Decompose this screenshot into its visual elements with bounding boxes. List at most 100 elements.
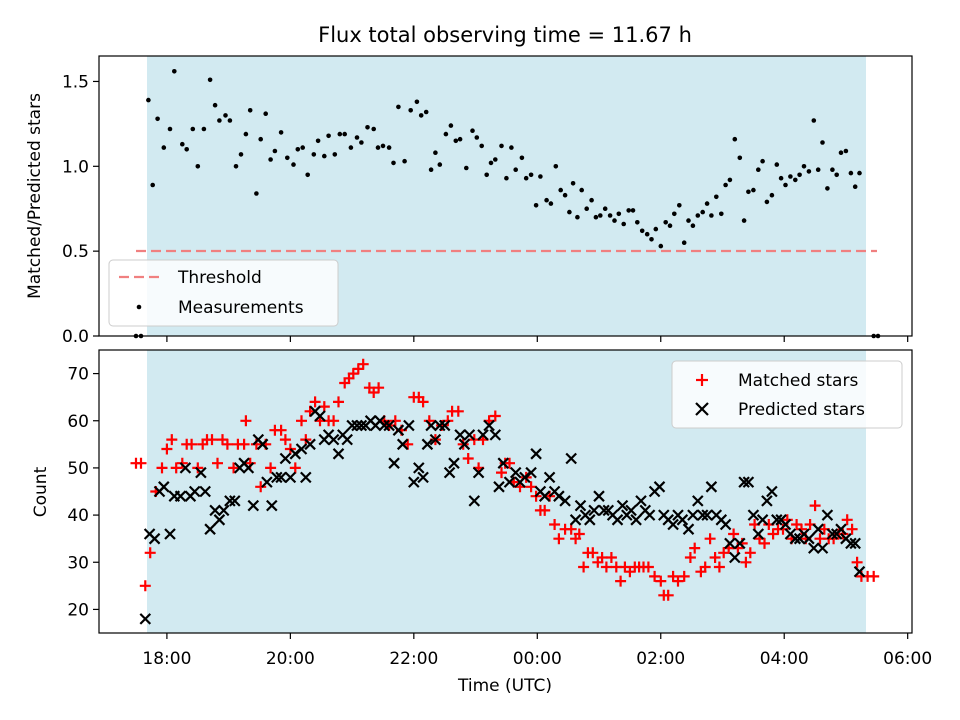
measurement-point-86 xyxy=(579,187,584,193)
measurement-point-90 xyxy=(598,213,603,218)
matched-star-point-22 xyxy=(240,415,252,427)
measurement-point-48 xyxy=(391,160,396,166)
measurement-point-9 xyxy=(184,147,189,152)
matched-star-point-57 xyxy=(417,396,429,408)
measurement-point-72 xyxy=(513,167,518,172)
predicted-star-point-73 xyxy=(489,429,502,441)
predicted-star-point-139 xyxy=(803,532,815,545)
predicted-star-point-101 xyxy=(625,504,637,517)
measurement-point-68 xyxy=(493,157,498,162)
measurement-point-142 xyxy=(838,150,844,155)
measurement-point-98 xyxy=(635,220,640,225)
measurement-point-19 xyxy=(238,152,244,157)
measurement-point-96 xyxy=(626,208,631,213)
measurement-point-91 xyxy=(602,206,608,211)
measurement-point-25 xyxy=(268,157,273,162)
predicted-star-point-144 xyxy=(826,528,839,540)
measurement-point-79 xyxy=(548,201,554,206)
measurement-point-31 xyxy=(300,145,306,150)
matched-star-point-12 xyxy=(192,462,204,474)
measurement-point-131 xyxy=(788,174,793,179)
predicted-star-point-36 xyxy=(314,410,326,422)
predicted-star-point-80 xyxy=(525,466,537,479)
predicted-star-point-10 xyxy=(188,485,201,498)
predicted-star-point-142 xyxy=(816,542,829,554)
measurement-point-59 xyxy=(448,123,454,128)
predicted-star-point-67 xyxy=(458,438,471,451)
measurement-point-36 xyxy=(326,133,331,139)
measurement-point-107 xyxy=(677,203,682,208)
matched-star-point-104 xyxy=(655,575,667,587)
predicted-star-point-126 xyxy=(742,476,755,488)
measurement-point-108 xyxy=(681,240,687,245)
matched-star-point-27 xyxy=(265,462,277,474)
predicted-star-point-26 xyxy=(266,499,278,512)
predicted-star-point-150 xyxy=(853,565,866,578)
predicted-star-point-116 xyxy=(696,509,709,521)
measurement-point-119 xyxy=(732,136,738,142)
predicted-star-point-132 xyxy=(771,514,783,526)
measurement-point-143 xyxy=(843,148,849,154)
predicted-star-point-121 xyxy=(719,518,732,531)
measurement-point-117 xyxy=(723,182,728,188)
bottom-legend: Matched stars Predicted stars xyxy=(671,360,903,429)
matched-star-point-1 xyxy=(135,457,147,469)
predicted-star-point-43 xyxy=(346,419,358,432)
predicted-star-point-4 xyxy=(158,481,170,493)
legend-matched-label: Matched stars xyxy=(738,371,858,391)
matched-star-point-29 xyxy=(275,424,287,436)
predicted-star-point-39 xyxy=(327,433,340,446)
measurement-point-33 xyxy=(311,152,317,157)
matched-star-point-109 xyxy=(678,570,690,582)
x-tick-label-3: 00:00 xyxy=(513,649,562,669)
matched-star-point-15 xyxy=(206,434,218,446)
measurement-point-42 xyxy=(359,140,364,145)
matched-star-point-6 xyxy=(161,443,173,455)
matched-star-point-83 xyxy=(553,533,565,545)
measurement-point-71 xyxy=(509,145,514,150)
measurement-point-112 xyxy=(700,209,705,215)
measurement-point-130 xyxy=(783,182,788,188)
matched-star-point-123 xyxy=(744,547,756,559)
measurement-point-78 xyxy=(544,197,549,203)
predicted-star-point-32 xyxy=(295,443,308,455)
bottom-plot-frame xyxy=(98,349,913,634)
measurement-point-56 xyxy=(433,150,438,155)
measurement-point-67 xyxy=(488,160,494,166)
predicted-star-point-54 xyxy=(396,438,409,451)
measurement-point-111 xyxy=(695,213,701,218)
predicted-star-point-21 xyxy=(242,462,255,474)
measurement-point-60 xyxy=(453,138,459,144)
measurement-point-121 xyxy=(741,218,747,223)
matched-star-point-70 xyxy=(489,410,501,422)
measurement-point-93 xyxy=(612,218,617,223)
matched-star-point-94 xyxy=(605,552,617,563)
top-y-tick-label-3: 1.5 xyxy=(62,72,89,92)
measurement-point-20 xyxy=(243,131,249,137)
measurement-point-41 xyxy=(354,135,360,140)
predicted-star-point-122 xyxy=(724,537,736,550)
predicted-star-point-50 xyxy=(378,419,390,432)
predicted-star-point-99 xyxy=(616,499,629,512)
matched-star-point-2 xyxy=(139,580,151,592)
matched-star-point-106 xyxy=(662,589,674,601)
measurement-point-99 xyxy=(639,228,645,234)
measurement-point-106 xyxy=(672,211,677,217)
measurement-point-145 xyxy=(852,184,858,189)
measurement-point-94 xyxy=(616,211,622,217)
matched-legend-swatch xyxy=(696,374,708,386)
predicted-star-point-112 xyxy=(676,514,689,526)
matched-star-point-102 xyxy=(642,561,654,573)
measurement-point-120 xyxy=(737,155,743,161)
measurement-point-134 xyxy=(801,164,807,169)
x-tick-label-1: 20:00 xyxy=(266,649,315,669)
predicted-star-point-75 xyxy=(497,457,510,469)
matched-star-point-71 xyxy=(496,467,507,479)
matched-star-point-113 xyxy=(699,561,711,573)
measurement-point-122 xyxy=(746,189,751,195)
predicted-star-point-0 xyxy=(139,613,152,625)
measurement-point-10 xyxy=(190,126,196,132)
measurement-point-136 xyxy=(811,118,817,123)
predicted-star-point-71 xyxy=(477,429,489,441)
measurement-point-83 xyxy=(567,209,572,215)
